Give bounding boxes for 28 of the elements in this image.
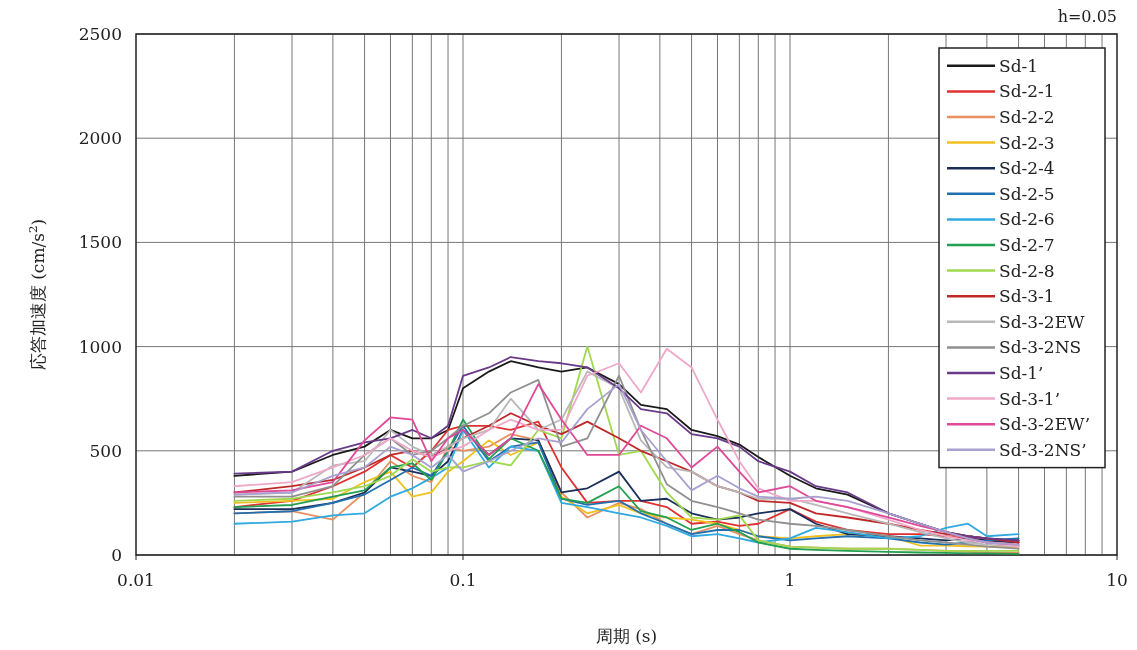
legend-label: Sd-1 [999,55,1039,76]
legend-label: Sd-2-1 [999,81,1055,102]
x-tick-label: 10 [1106,570,1128,590]
y-tick-label: 1000 [78,336,122,357]
y-tick-label: 2500 [78,24,122,44]
legend-label: Sd-3-2EW’ [999,414,1091,435]
legend-label: Sd-2-8 [999,260,1055,281]
legend-label: Sd-3-1 [999,286,1055,307]
legend-label: Sd-3-2NS [999,337,1082,358]
legend-label: Sd-2-3 [999,132,1055,153]
legend-label: Sd-2-7 [999,235,1055,255]
legend-label: Sd-2-4 [999,158,1055,179]
legend-label: Sd-2-5 [999,183,1055,204]
y-tick-label: 0 [111,545,122,565]
y-tick-label: 2000 [78,128,122,149]
legend-label: Sd-3-2NS’ [999,439,1087,460]
y-tick-label: 500 [89,440,122,461]
y-tick-label: 1500 [78,232,122,253]
x-tick-label: 1 [784,570,796,590]
x-tick-label: 0.01 [117,570,155,590]
x-axis-title: 周期 (s) [595,626,658,646]
legend-label: Sd-2-6 [999,209,1055,230]
legend-label: Sd-3-1’ [999,388,1061,409]
legend-label: Sd-3-2EW [999,311,1086,332]
x-tick-label: 0.1 [449,570,477,590]
legend-label: Sd-2-2 [999,107,1055,127]
legend-label: Sd-1’ [999,363,1044,383]
text: h=0.05 [1057,7,1117,26]
